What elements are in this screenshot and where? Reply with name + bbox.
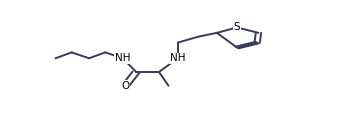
Text: S: S [234,22,240,33]
Text: NH: NH [115,53,130,63]
Text: O: O [121,81,129,91]
Text: NH: NH [170,53,186,63]
